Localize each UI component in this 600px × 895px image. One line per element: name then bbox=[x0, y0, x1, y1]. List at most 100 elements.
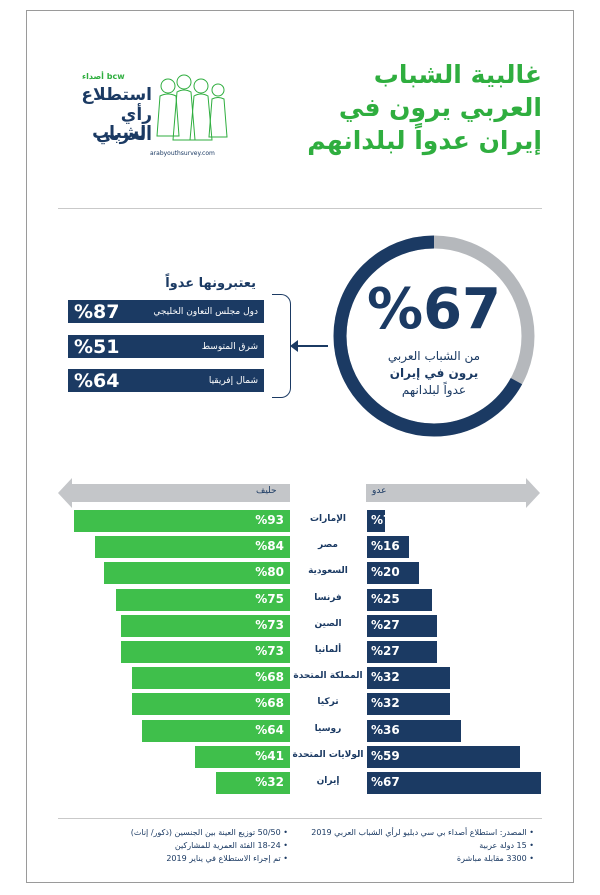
brand-mark: bcw أصداء bbox=[82, 72, 125, 81]
region-label: دول مجلس التعاون الخليجي bbox=[153, 306, 258, 317]
ally-arrow-icon bbox=[58, 478, 290, 508]
enemy-bar bbox=[367, 562, 419, 585]
headline-percent: %67 bbox=[366, 277, 502, 342]
ally-value-label: %64 bbox=[255, 722, 284, 737]
country-label: المملكة المتحدة bbox=[293, 671, 363, 682]
footer-divider bbox=[58, 818, 542, 819]
country-label: فرنسا bbox=[314, 592, 342, 603]
ally-bar bbox=[194, 745, 290, 768]
infographic-frame bbox=[26, 10, 574, 883]
ally-bar bbox=[74, 510, 290, 532]
country-label: الإمارات bbox=[309, 514, 347, 524]
regions-heading: يعتبرونها عدواً bbox=[165, 276, 256, 291]
chart-row: %75 فرنسا %25 bbox=[0, 588, 600, 611]
region-percent: %64 bbox=[74, 369, 120, 392]
ally-bar bbox=[132, 693, 290, 716]
title-line-3: إيران عدواً لبلدانهم bbox=[307, 126, 542, 155]
enemy-bar bbox=[367, 667, 451, 690]
ally-value-label: %73 bbox=[255, 617, 284, 632]
country-label: الصين bbox=[314, 618, 342, 629]
country-label: روسيا bbox=[314, 723, 342, 734]
page-title: غالبية الشباب العربي يرون في إيران عدواً… bbox=[282, 58, 542, 157]
footer-notes-left: 50/50 توزيع العينة بين الجنسين (ذكور/ إن… bbox=[131, 826, 288, 865]
youth-people-illustration bbox=[156, 74, 228, 141]
survey-logo: bcw أصداء استطلاع رأي الشباب العربي arab… bbox=[80, 70, 230, 170]
enemy-value-label: %59 bbox=[371, 748, 400, 763]
title-line-1: غالبية الشباب bbox=[373, 60, 542, 89]
title-line-2: العربي يرون في bbox=[338, 93, 542, 122]
chart-row: %68 تركيا %32 bbox=[0, 693, 600, 716]
footer-note: المصدر: استطلاع أصداء بي سي دبليو لرأي ا… bbox=[311, 826, 534, 839]
chart-row: %64 روسيا %36 bbox=[0, 719, 600, 742]
ally-value-label: %41 bbox=[255, 748, 284, 763]
ally-bar bbox=[120, 641, 290, 663]
headline-text: من الشباب العربي يرون في إيران عدواً لبل… bbox=[348, 348, 520, 399]
ally-bar bbox=[95, 536, 290, 559]
headline-line-1: من الشباب العربي bbox=[387, 349, 481, 363]
enemy-axis-label: عدو bbox=[372, 486, 387, 496]
enemy-bar bbox=[367, 614, 438, 637]
region-bar-levant: شرق المتوسط %51 bbox=[68, 335, 264, 358]
ally-value-label: %68 bbox=[255, 670, 284, 685]
enemy-bar bbox=[367, 641, 438, 663]
footer-note: تم إجراء الاستطلاع في يناير 2019 bbox=[131, 852, 288, 865]
logo-word-3: العربي bbox=[96, 125, 152, 145]
enemy-value-label: %27 bbox=[371, 644, 400, 658]
country-label: ألمانيا bbox=[314, 645, 342, 655]
enemy-value-label: %16 bbox=[371, 539, 400, 554]
top-divider bbox=[58, 208, 542, 209]
enemy-bar bbox=[367, 510, 386, 532]
enemy-bar bbox=[367, 693, 451, 716]
enemy-value-label: %27 bbox=[371, 617, 400, 632]
region-percent: %87 bbox=[74, 300, 120, 323]
ally-value-label: %75 bbox=[255, 591, 284, 606]
chart-row: %73 الصين %27 bbox=[0, 614, 600, 637]
footer-notes-right: المصدر: استطلاع أصداء بي سي دبليو لرأي ا… bbox=[311, 826, 534, 865]
enemy-value-label: %7 bbox=[371, 513, 392, 527]
ally-value-label: %32 bbox=[255, 775, 284, 789]
enemy-value-label: %67 bbox=[371, 775, 400, 789]
enemy-value-label: %20 bbox=[371, 565, 400, 580]
enemy-arrow-icon bbox=[366, 478, 540, 508]
ally-bar bbox=[116, 588, 290, 611]
country-label: مصر bbox=[317, 540, 339, 551]
region-bar-north-africa: شمال إفريقيا %64 bbox=[68, 369, 264, 392]
country-label: الولايات المتحدة bbox=[292, 749, 364, 760]
ally-bar bbox=[132, 667, 290, 690]
connector-line bbox=[292, 345, 328, 347]
chart-row: %68 المملكة المتحدة %32 bbox=[0, 667, 600, 690]
headline-line-2: يرون في إيران bbox=[389, 366, 479, 380]
footer-note: 18-24 الفئة العمرية للمشاركين bbox=[131, 839, 288, 852]
chart-row: %80 السعودية %20 bbox=[0, 562, 600, 585]
ally-value-label: %84 bbox=[255, 539, 284, 554]
ally-bar bbox=[120, 614, 290, 637]
ally-bar bbox=[141, 719, 290, 742]
headline-donut bbox=[333, 235, 535, 437]
footer-note: 50/50 توزيع العينة بين الجنسين (ذكور/ إن… bbox=[131, 826, 288, 839]
ally-bar bbox=[215, 772, 290, 794]
headline-line-3: عدواً لبلدانهم bbox=[401, 383, 467, 397]
region-label: شمال إفريقيا bbox=[208, 375, 258, 386]
ally-value-label: %73 bbox=[255, 644, 284, 658]
footer-note: 3300 مقابلة مباشرة bbox=[311, 852, 534, 865]
region-percent: %51 bbox=[74, 335, 120, 358]
enemy-bar bbox=[367, 772, 542, 794]
country-label: تركيا bbox=[317, 697, 339, 708]
logo-word-1: استطلاع bbox=[81, 85, 152, 105]
regions-bracket bbox=[272, 294, 291, 398]
logo-word-2: رأي الشباب bbox=[92, 105, 152, 143]
connector-arrow-icon bbox=[290, 340, 298, 352]
enemy-value-label: %36 bbox=[371, 722, 400, 737]
ally-value-label: %93 bbox=[255, 513, 284, 527]
country-label: إيران bbox=[316, 776, 340, 786]
chart-row: %73 ألمانيا %27 bbox=[0, 641, 600, 663]
chart-row: %41 الولايات المتحدة %59 bbox=[0, 745, 600, 768]
enemy-value-label: %32 bbox=[371, 670, 400, 685]
region-bar-gcc: دول مجلس التعاون الخليجي %87 bbox=[68, 300, 264, 323]
region-label: شرق المتوسط bbox=[201, 341, 258, 352]
ally-value-label: %80 bbox=[255, 565, 284, 580]
footer-note: 15 دولة عربية bbox=[311, 839, 534, 852]
ally-axis-label: حليف bbox=[256, 486, 277, 496]
chart-row: %84 مصر %16 bbox=[0, 536, 600, 559]
donut-value-arc bbox=[333, 235, 535, 437]
